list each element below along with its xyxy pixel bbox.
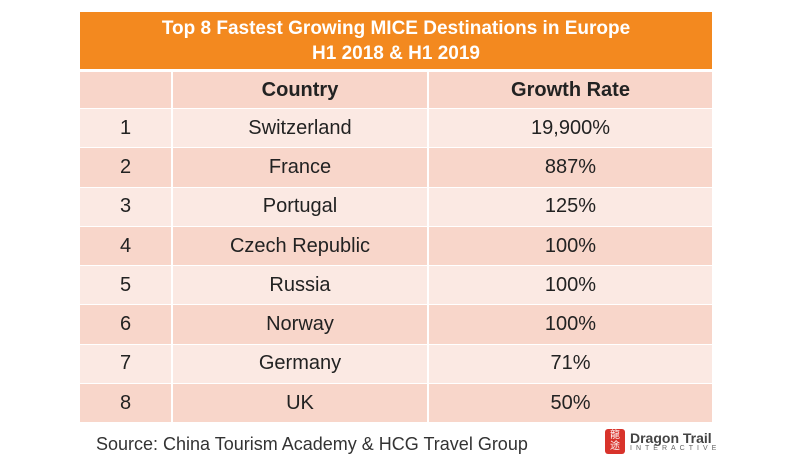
table-row: 1 Switzerland 19,900% <box>80 109 712 149</box>
cell-country: Norway <box>171 305 427 344</box>
cell-country: Germany <box>171 344 427 384</box>
cell-growth: 100% <box>427 305 712 344</box>
table-title: Top 8 Fastest Growing MICE Destinations … <box>80 12 712 69</box>
logo-mark-icon: 龍途 <box>605 429 625 454</box>
cell-rank: 3 <box>119 195 132 218</box>
header-row: Country Growth Rate <box>80 72 712 109</box>
cell-growth: 71% <box>427 344 712 384</box>
source-note: Source: China Tourism Academy & HCG Trav… <box>96 434 528 454</box>
cell-country: France <box>171 148 427 187</box>
header-rank <box>80 72 171 108</box>
cell-country: Russia <box>171 266 427 305</box>
cell-rank: 4 <box>119 234 132 257</box>
cell-rank: 7 <box>119 352 132 375</box>
cell-growth: 50% <box>427 384 712 423</box>
cell-growth: 125% <box>427 187 712 226</box>
logo-name: Dragon Trail <box>630 430 712 446</box>
cell-rank: 6 <box>119 313 132 336</box>
cell-growth: 19,900% <box>427 109 712 148</box>
table-row: 8 UK 50% <box>80 384 712 424</box>
table-row: 5 Russia 100% <box>80 266 712 306</box>
header-growth: Growth Rate <box>427 72 712 108</box>
cell-rank: 1 <box>119 116 132 139</box>
table-row: 3 Portugal 125% <box>80 187 712 227</box>
table-row: 7 Germany 71% <box>80 344 712 385</box>
header-country: Country <box>171 72 427 108</box>
cell-rank: 8 <box>119 391 132 414</box>
mice-destinations-table: Top 8 Fastest Growing MICE Destinations … <box>80 12 712 424</box>
cell-country: Switzerland <box>171 109 427 148</box>
table-row: 4 Czech Republic 100% <box>80 226 712 267</box>
table-row: 6 Norway 100% <box>80 305 712 345</box>
cell-growth: 100% <box>427 266 712 305</box>
cell-growth: 887% <box>427 148 712 187</box>
table-row: 2 France 887% <box>80 148 712 188</box>
logo-sub: INTERACTIVE <box>630 445 721 452</box>
cell-country: Portugal <box>171 187 427 226</box>
cell-growth: 100% <box>427 226 712 266</box>
title-line-1: Top 8 Fastest Growing MICE Destinations … <box>161 18 631 39</box>
title-line-2: H1 2018 & H1 2019 <box>312 43 480 64</box>
cell-country: UK <box>171 384 427 423</box>
cell-rank: 5 <box>119 273 132 296</box>
cell-country: Czech Republic <box>171 226 427 266</box>
dragon-trail-logo: 龍途 Dragon Trail INTERACTIVE <box>605 429 720 454</box>
cell-rank: 2 <box>119 155 132 178</box>
